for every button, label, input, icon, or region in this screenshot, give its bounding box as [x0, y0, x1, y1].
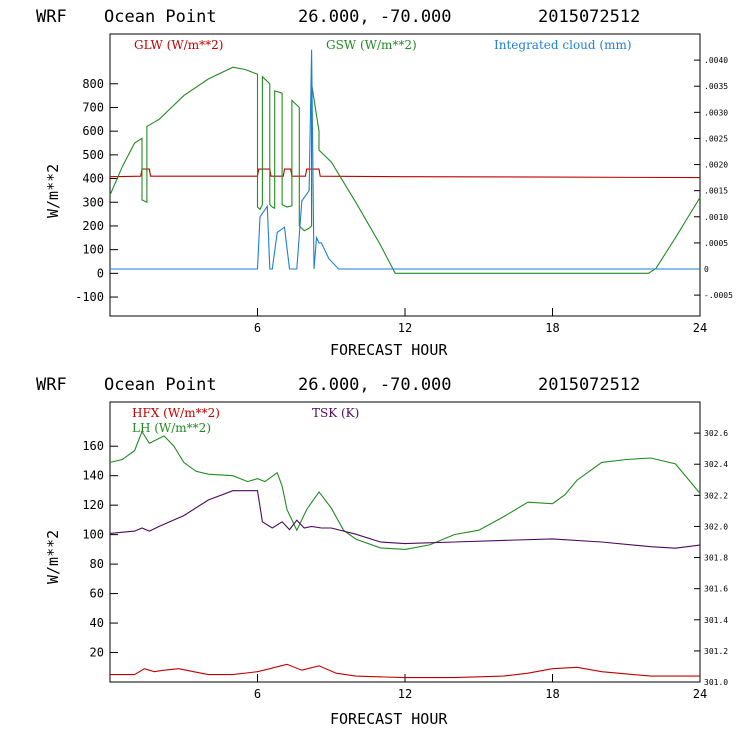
panel2-series-2-line	[109, 430, 701, 550]
panel1-right-axis: -.0005 0 .0005 .0010 .0015 .0020 .0025 .0030 .00…	[694, 56, 733, 300]
panel2-ylabel: W/m**2	[44, 530, 62, 584]
panel1-series-1-line	[109, 168, 701, 179]
panel1-xtick-label: 12	[398, 321, 412, 335]
panel2-y2tick-label: 301.0	[704, 678, 728, 687]
panel2-x-axis: 6 12 18 24	[254, 674, 707, 701]
panel1-ytick-label: 400	[82, 172, 104, 186]
legend-hfx: HFX (W/m**2)	[132, 406, 220, 420]
panel1-ytick-label: 500	[82, 148, 104, 162]
panel1-x-axis: 6 12 18 24	[254, 308, 707, 335]
panel1-series-3-line	[110, 49, 700, 270]
panel1-ytick-label: 700	[82, 100, 104, 114]
panel2-ytick-label: 60	[90, 587, 104, 601]
legend-lh: LH (W/m**2)	[132, 421, 211, 435]
panel2-series-3-line	[109, 490, 701, 549]
panel2-y2tick-label: 301.8	[704, 554, 728, 563]
panel1-y2tick-label: .0020	[704, 161, 728, 170]
header-location: Ocean Point	[104, 7, 217, 27]
panel1-ytick-label: -100	[75, 290, 104, 304]
panel2-ytick-label: 160	[82, 439, 104, 453]
panel2-xlabel: FORECAST HOUR	[330, 710, 448, 728]
panel2-xtick-label: 6	[254, 687, 261, 701]
panel1: -100 0 100 200 300 400 500 600 700 800 -.0005 0 .00…	[44, 33, 733, 359]
panel1-xtick-label: 24	[693, 321, 707, 335]
panel1-xtick-label: 6	[254, 321, 261, 335]
header-model: WRF	[36, 7, 67, 27]
panel1-ytick-label: 600	[82, 124, 104, 138]
panel2-ytick-label: 140	[82, 469, 104, 483]
header-run: 2015072512	[538, 7, 640, 27]
panel1-xlabel: FORECAST HOUR	[330, 341, 448, 359]
panel1-y2tick-label: 0	[704, 265, 709, 274]
panel1-xtick-label: 18	[545, 321, 559, 335]
panel2-y2tick-label: 302.4	[704, 460, 728, 469]
legend-gsw: GSW (W/m**2)	[326, 38, 417, 52]
panel2-xtick-label: 18	[545, 687, 559, 701]
panel2-series-1-line	[110, 663, 700, 679]
panel2-ytick-label: 120	[82, 498, 104, 512]
panel2-y2tick-label: 302.0	[704, 522, 728, 531]
panel2-y2tick-label: 302.6	[704, 429, 728, 438]
panel2-y2tick-label: 301.6	[704, 585, 728, 594]
panel2-y2tick-label: 302.2	[704, 491, 728, 500]
panel1-y2tick-label: .0025	[704, 134, 728, 143]
header2-run: 2015072512	[538, 375, 640, 395]
panel1-y2tick-label: .0030	[704, 108, 728, 117]
panel2-ytick-label: 20	[90, 646, 104, 660]
panel1-ytick-label: 100	[82, 243, 104, 257]
panel1-y2tick-label: .0005	[704, 239, 728, 248]
panel1-y2tick-label: .0040	[704, 56, 728, 65]
header2-model: WRF	[36, 375, 67, 395]
panel2-header: WRF Ocean Point 26.000, -70.000 20150725…	[36, 375, 640, 395]
legend-glw: GLW (W/m**2)	[134, 38, 223, 52]
panel1-ytick-label: 300	[82, 195, 104, 209]
panel1-header: WRF Ocean Point 26.000, -70.000 20150725…	[36, 7, 640, 27]
panel1-left-axis: -100 0 100 200 300 400 500 600 700 800	[75, 77, 118, 304]
panel2-ytick-label: 40	[90, 616, 104, 630]
legend-tsk: TSK (K)	[312, 406, 359, 420]
panel2-ytick-label: 80	[90, 557, 104, 571]
panel2-xtick-label: 12	[398, 687, 412, 701]
panel2-y2tick-label: 301.2	[704, 647, 728, 656]
legend-cloud: Integrated cloud (mm)	[494, 38, 632, 52]
panel2-y2tick-label: 301.4	[704, 616, 728, 625]
header2-location: Ocean Point	[104, 375, 217, 395]
header2-coords: 26.000, -70.000	[298, 375, 452, 395]
panel1-series-2-line	[109, 66, 701, 274]
panel2-left-axis: 20 40 60 80 100 120 140 160	[82, 439, 118, 660]
panel2-series-lines	[109, 430, 701, 679]
panel1-ylabel: W/m**2	[44, 164, 62, 218]
panel1-ytick-label: 0	[97, 266, 104, 280]
panel1-y2tick-label: -.0005	[704, 291, 733, 300]
panel2-ytick-label: 100	[82, 528, 104, 542]
panel1-y2tick-label: .0015	[704, 187, 728, 196]
panel1-y2tick-label: .0010	[704, 213, 728, 222]
panel2-right-axis: 301.0 301.2 301.4 301.6 301.8 302.0 302.2 302.4…	[694, 429, 728, 687]
panel2-xtick-label: 24	[693, 687, 707, 701]
panel1-ytick-label: 800	[82, 77, 104, 91]
header-coords: 26.000, -70.000	[298, 7, 452, 27]
panel2-frame	[109, 401, 701, 683]
panel1-ytick-label: 200	[82, 219, 104, 233]
panel1-y2tick-label: .0035	[704, 82, 728, 91]
panel1-series-lines	[109, 49, 701, 274]
